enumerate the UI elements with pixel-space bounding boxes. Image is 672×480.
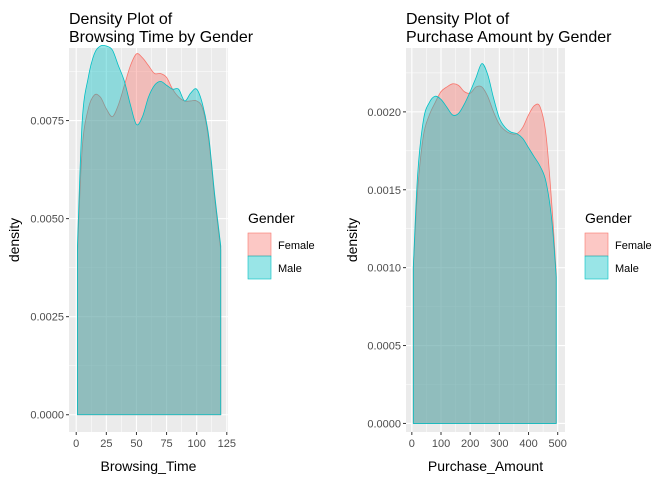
y-tick-label: 0.0025 xyxy=(30,312,64,324)
x-axis-title: Browsing_Time xyxy=(101,458,197,474)
y-axis-title: density xyxy=(6,218,22,262)
x-tick-label: 0 xyxy=(73,438,79,450)
legend-key-female xyxy=(247,232,272,257)
chart-panel-browsing-time: Density Plot of Browsing Time by Gender … xyxy=(6,11,315,474)
chart-title-line-1: Density Plot of xyxy=(69,11,173,28)
legend-key-female xyxy=(584,232,609,257)
plot-gridlines xyxy=(406,48,565,432)
density-area-male xyxy=(412,63,557,424)
legend-label-male: Male xyxy=(278,263,302,275)
y-tick-label: 0.0075 xyxy=(30,116,64,128)
legend-title: Gender xyxy=(248,210,295,226)
x-tick-label: 400 xyxy=(519,438,537,450)
y-tick-label: 0.0050 xyxy=(30,214,64,226)
legend-label-female: Female xyxy=(278,240,315,252)
chart-title-line-2: Purchase Amount by Gender xyxy=(406,29,612,46)
y-tick-label: 0.0020 xyxy=(367,107,401,119)
legend: Gender Female Male xyxy=(584,210,652,280)
y-axis-ticks: 0.0000 0.0005 0.0010 0.0015 0.0020 xyxy=(367,107,406,430)
x-tick-label: 125 xyxy=(218,438,236,450)
chart-title-line-1: Density Plot of xyxy=(406,11,510,28)
x-tick-label: 100 xyxy=(432,438,450,450)
y-axis-title: density xyxy=(344,218,360,262)
legend-key-male xyxy=(584,255,609,280)
x-tick-label: 200 xyxy=(461,438,479,450)
legend-key-male xyxy=(247,255,272,280)
plot-gridlines xyxy=(69,48,228,432)
density-area-female xyxy=(77,53,222,416)
chart-title-line-2: Browsing Time by Gender xyxy=(69,29,254,46)
x-tick-label: 500 xyxy=(549,438,567,450)
legend-title: Gender xyxy=(585,210,632,226)
x-tick-label: 25 xyxy=(100,438,112,450)
y-tick-label: 0.0015 xyxy=(367,185,401,197)
x-tick-label: 300 xyxy=(490,438,508,450)
x-axis-ticks: 0 25 50 75 100 125 xyxy=(73,432,236,450)
y-tick-label: 0.0005 xyxy=(367,341,401,353)
density-area-male xyxy=(77,44,222,416)
legend-label-female: Female xyxy=(615,240,652,252)
chart-panel-purchase-amount: Density Plot of Purchase Amount by Gende… xyxy=(344,11,652,474)
x-axis-ticks: 0 100 200 300 400 500 xyxy=(409,432,567,450)
y-tick-label: 0.0000 xyxy=(367,418,401,430)
density-areas xyxy=(412,63,557,424)
legend-label-male: Male xyxy=(615,263,639,275)
density-area-female xyxy=(412,83,557,424)
y-tick-label: 0.0010 xyxy=(367,263,401,275)
x-axis-title: Purchase_Amount xyxy=(428,458,543,474)
y-tick-label: 0.0000 xyxy=(30,410,64,422)
y-axis-ticks: 0.0000 0.0025 0.0050 0.0075 xyxy=(30,116,69,422)
x-tick-label: 0 xyxy=(409,438,415,450)
plot-panel-background xyxy=(69,48,228,432)
density-areas xyxy=(77,44,222,416)
x-tick-label: 75 xyxy=(160,438,172,450)
x-tick-label: 50 xyxy=(130,438,142,450)
legend: Gender Female Male xyxy=(247,210,315,280)
x-tick-label: 100 xyxy=(188,438,206,450)
